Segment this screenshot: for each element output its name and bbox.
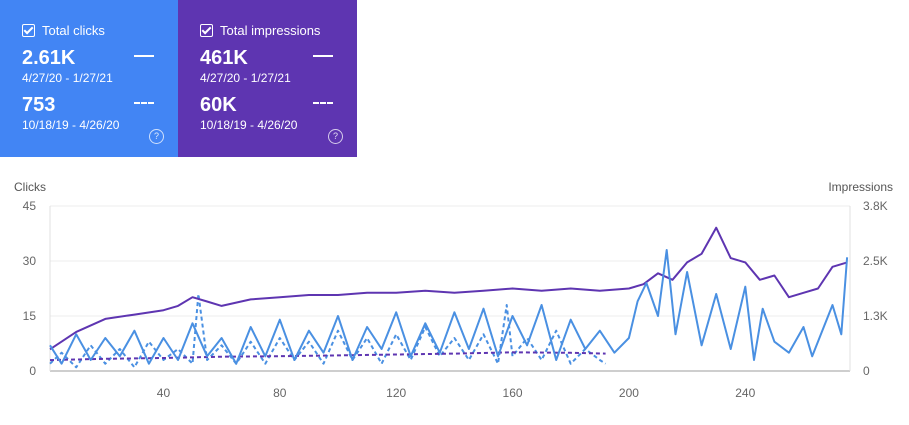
left-tick-label: 30 [23, 254, 37, 268]
solid-line-legend-icon [313, 55, 333, 57]
x-tick-label: 120 [386, 386, 406, 400]
x-tick-label: 80 [273, 386, 287, 400]
x-tick-label: 40 [157, 386, 171, 400]
x-tick-label: 160 [503, 386, 523, 400]
right-axis-ticks: 0 1.3K 2.5K 3.8K [863, 199, 888, 378]
total-clicks-label: Total clicks [42, 23, 105, 38]
total-clicks-card[interactable]: Total clicks 2.61K 4/27/20 - 1/27/21 753… [0, 0, 178, 157]
clicks-current-value: 2.61K [22, 47, 76, 69]
x-tick-label: 200 [619, 386, 639, 400]
impressions-current-line [49, 226, 848, 351]
left-axis-ticks: 0 15 30 45 [23, 199, 37, 378]
impressions-checkbox-icon[interactable] [200, 24, 213, 37]
impressions-previous-range: 10/18/19 - 4/26/20 [200, 118, 298, 132]
left-tick-label: 0 [29, 364, 36, 378]
grid-lines [49, 205, 851, 372]
impressions-previous-value: 60K [200, 94, 237, 116]
dashed-line-legend-icon [134, 102, 154, 104]
clicks-previous-range: 10/18/19 - 4/26/20 [22, 118, 120, 132]
plot-area [49, 226, 849, 369]
impressions-current-value: 461K [200, 47, 248, 69]
left-tick-label: 45 [23, 199, 37, 213]
impressions-axis-title: Impressions [828, 180, 893, 194]
x-axis-ticks: 40 80 120 160 200 240 [157, 386, 756, 400]
clicks-previous-value: 753 [22, 94, 56, 116]
impressions-help-icon[interactable]: ? [328, 129, 343, 144]
x-tick-label: 240 [735, 386, 755, 400]
impressions-current-range: 4/27/20 - 1/27/21 [200, 71, 291, 85]
clicks-checkbox-icon[interactable] [22, 24, 35, 37]
right-tick-label: 3.8K [863, 199, 888, 213]
right-tick-label: 2.5K [863, 254, 888, 268]
clicks-axis-title: Clicks [14, 180, 46, 194]
left-tick-label: 15 [23, 309, 37, 323]
total-impressions-card[interactable]: Total impressions 461K 4/27/20 - 1/27/21… [178, 0, 357, 157]
right-tick-label: 0 [863, 364, 870, 378]
clicks-help-icon[interactable]: ? [149, 129, 164, 144]
solid-line-legend-icon [134, 55, 154, 57]
impressions-previous-line [49, 351, 606, 362]
dashed-line-legend-icon [313, 102, 333, 104]
clicks-current-range: 4/27/20 - 1/27/21 [22, 71, 113, 85]
performance-chart: Clicks Impressions 0 15 30 45 0 1.3K 2.5K 3.8K… [14, 180, 893, 400]
total-impressions-label: Total impressions [220, 23, 321, 38]
clicks-current-line [49, 249, 849, 365]
right-tick-label: 1.3K [863, 309, 888, 323]
